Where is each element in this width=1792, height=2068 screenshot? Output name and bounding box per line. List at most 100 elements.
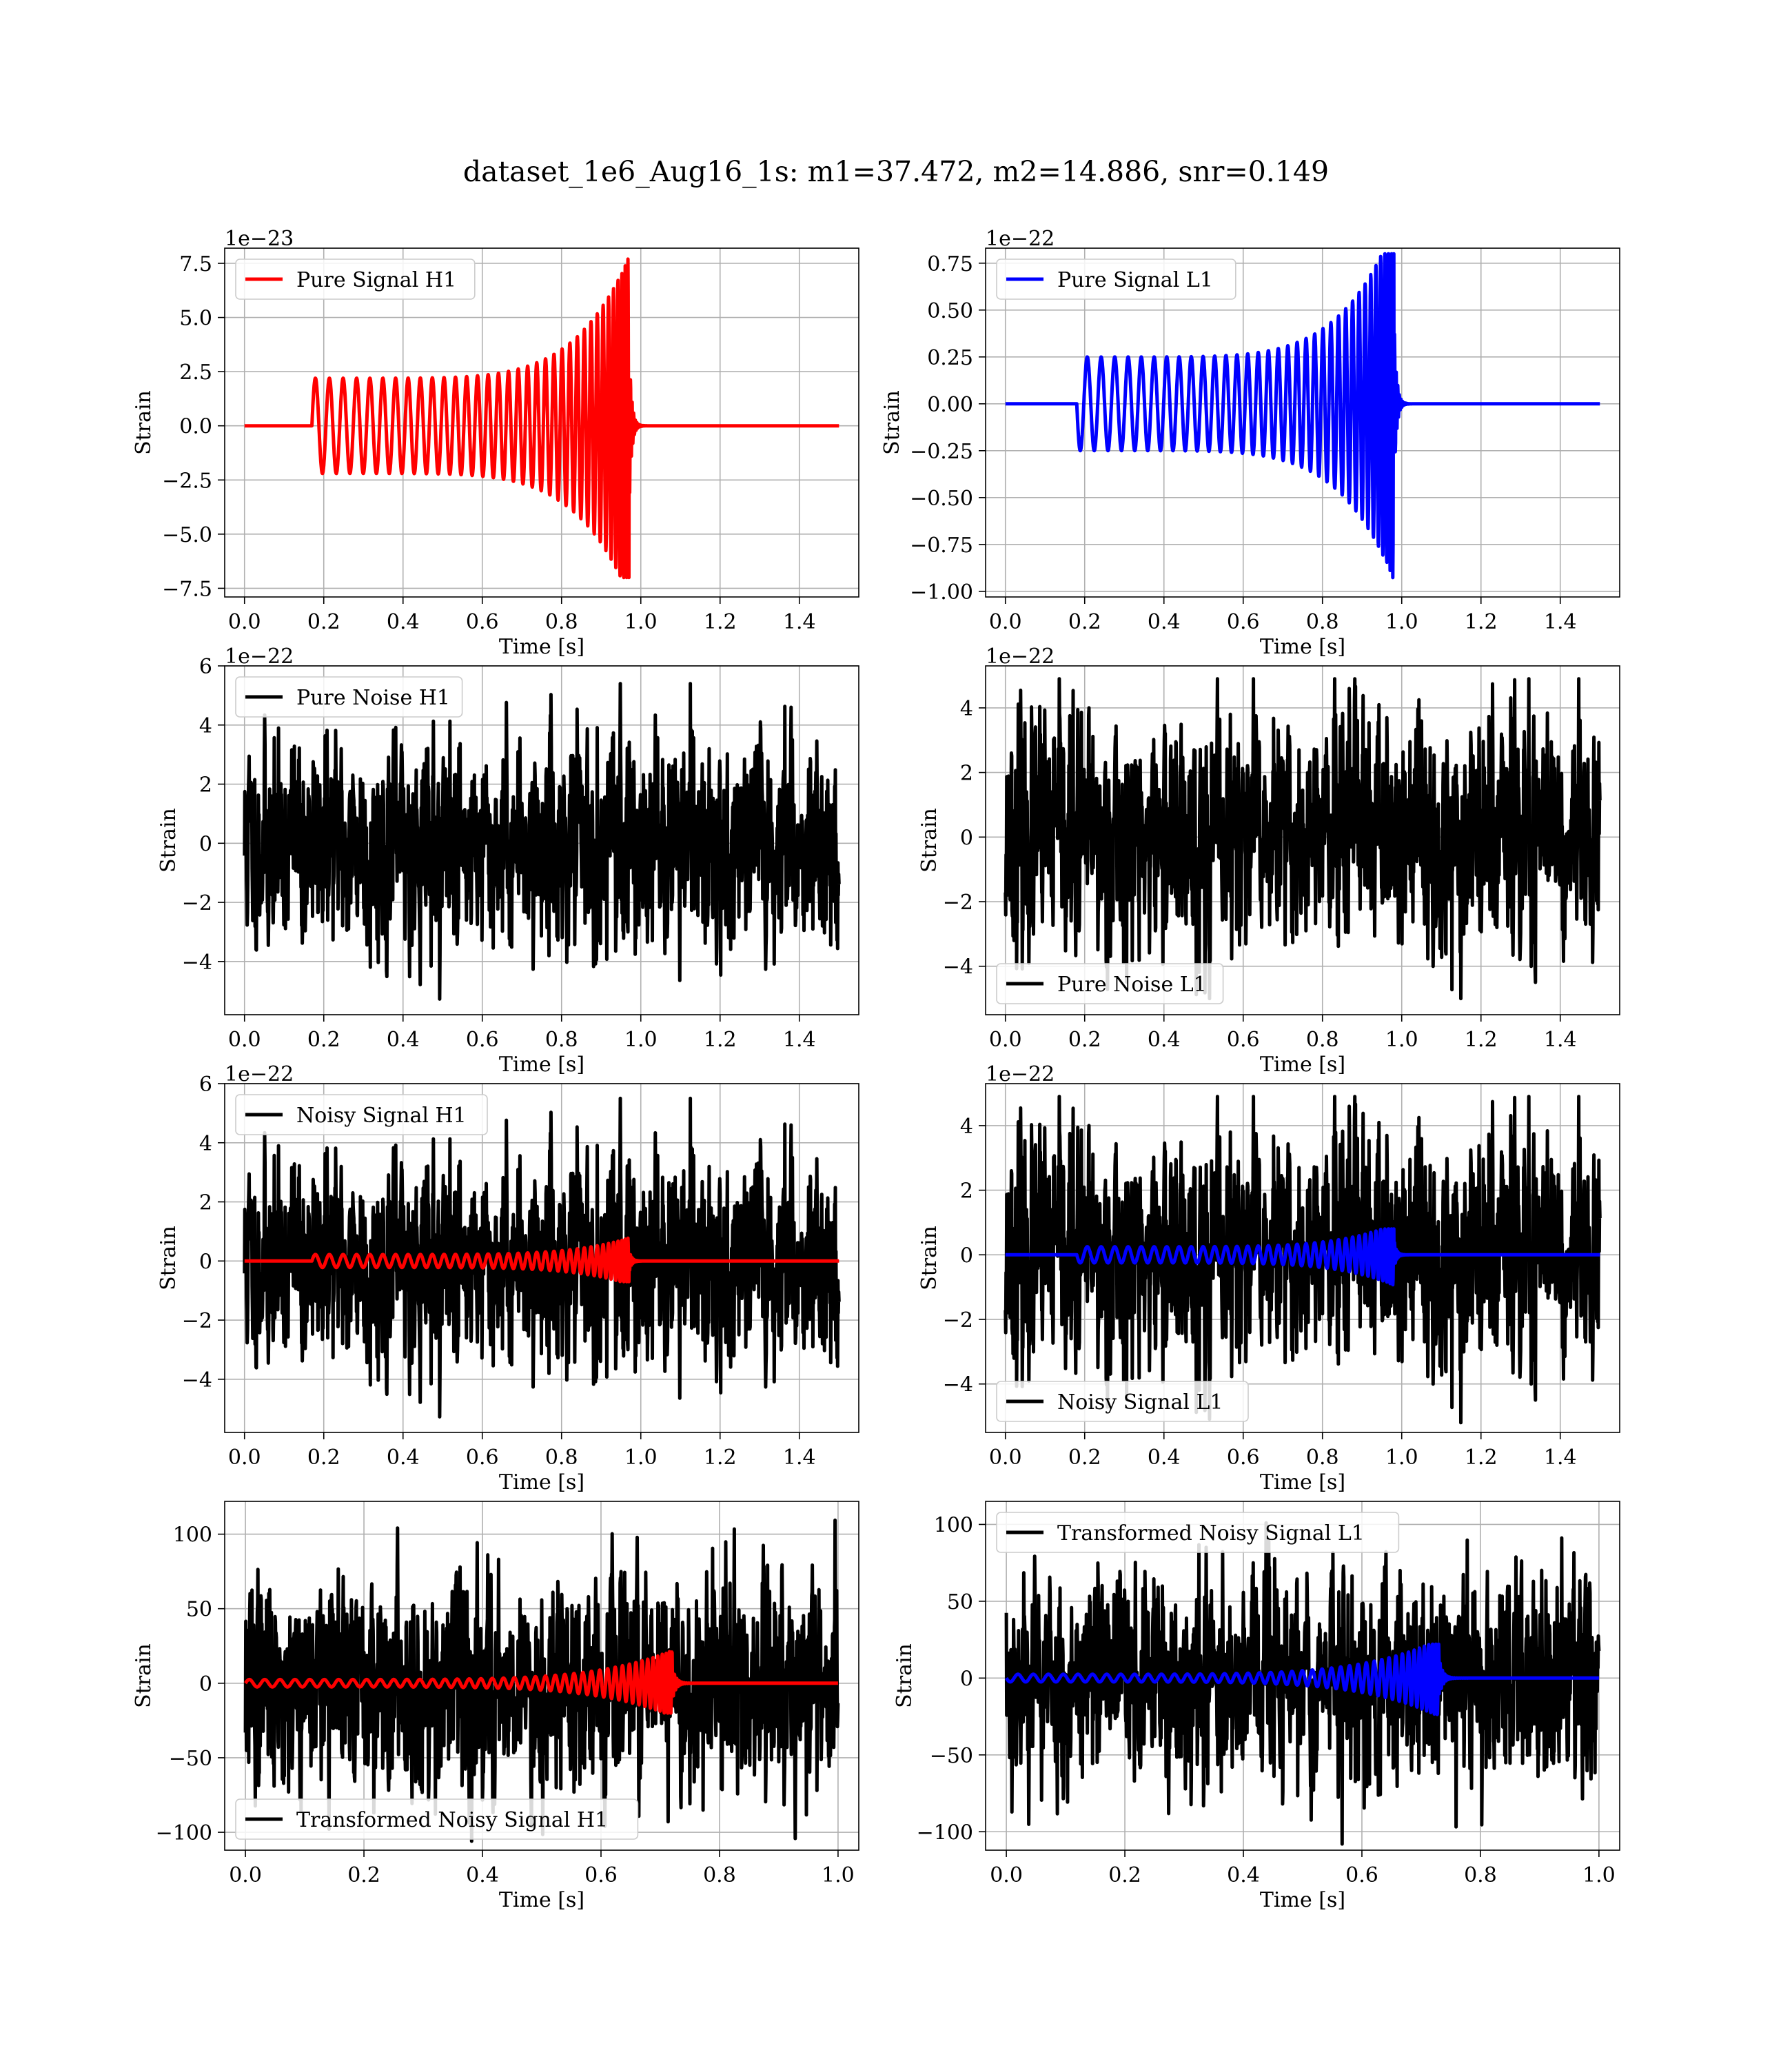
x-tick-label: 0.8: [545, 610, 578, 634]
x-tick-label: 1.4: [1544, 1028, 1577, 1052]
axes-frame: [985, 665, 1620, 1015]
y-axis-label: Strain: [132, 1643, 156, 1708]
x-tick-label: 1.0: [822, 1863, 855, 1887]
y-tick-label: 4: [199, 714, 212, 738]
x-tick-label: 1.2: [704, 610, 737, 634]
x-tick-label: 0.4: [466, 1863, 499, 1887]
subplot-pure-signal-l1: 0.0 0.2 0.4 0.6 0.8 1.0 1.2 1.4 −1.00 −0.75 −0.50 −…: [880, 227, 1620, 659]
series-line: [243, 682, 841, 1001]
x-tick-label: 0.2: [1068, 1446, 1101, 1470]
y-tick-label: 2: [199, 773, 212, 798]
y-tick-label: −0.50: [910, 487, 973, 511]
y-tick-label: 50: [186, 1598, 212, 1622]
y-tick-label: −2: [182, 1309, 212, 1333]
y-tick-label: 2: [960, 1179, 973, 1204]
x-axis-label: Time [s]: [1260, 1470, 1345, 1494]
x-tick-label: 1.2: [704, 1028, 737, 1052]
subplot-transformed-noisy-signal-h1: 0.0 0.2 0.4 0.6 0.8 1.0 −100 −50 0 50 100 Time [s] S…: [132, 1501, 859, 1912]
x-tick-label: 0.0: [989, 610, 1022, 634]
series-line: [1005, 1642, 1600, 1716]
y-tick-label: 5.0: [179, 307, 212, 331]
axes-frame: [224, 1083, 859, 1433]
legend-label: Noisy Signal H1: [296, 1104, 467, 1128]
axes-frame: [224, 247, 859, 598]
x-tick-label: 0.6: [584, 1863, 618, 1887]
y-tick-label: 6: [199, 1073, 212, 1097]
x-tick-label: 0.8: [1464, 1863, 1497, 1887]
y-tick-label: 100: [934, 1513, 973, 1537]
y-tick-label: −4: [182, 1368, 212, 1392]
x-tick-label: 0.4: [1227, 1863, 1260, 1887]
axes-frame: [985, 247, 1620, 598]
legend-label: Pure Signal L1: [1057, 268, 1213, 292]
x-tick-label: 0.8: [703, 1863, 736, 1887]
x-tick-label: 1.0: [1385, 1446, 1418, 1470]
y-tick-label: 100: [173, 1523, 212, 1548]
y-tick-label: 0.25: [927, 346, 973, 370]
figure-suptitle: dataset_1e6_Aug16_1s: m1=37.472, m2=14.8…: [462, 155, 1330, 188]
y-tick-label: −0.75: [910, 534, 973, 558]
y-tick-label: −2.5: [162, 469, 212, 493]
legend: Noisy Signal H1: [235, 1094, 488, 1135]
x-tick-label: 1.2: [1465, 1028, 1498, 1052]
axis-offset-text: 1e−22: [225, 1062, 294, 1086]
y-tick-label: −4: [943, 955, 973, 980]
y-tick-label: 0: [199, 832, 212, 856]
y-tick-label: −2: [182, 891, 212, 915]
x-tick-label: 0.0: [990, 1863, 1023, 1887]
y-tick-label: −4: [182, 951, 212, 975]
x-tick-label: 0.6: [466, 1028, 499, 1052]
y-tick-label: 4: [960, 1115, 973, 1139]
legend-box: [996, 1512, 1400, 1553]
x-tick-label: 0.4: [1148, 610, 1181, 634]
x-tick-label: 0.0: [228, 610, 261, 634]
y-axis-label: Strain: [893, 1643, 917, 1708]
subplot-pure-noise-h1: 0.0 0.2 0.4 0.6 0.8 1.0 1.2 1.4 −4 −2 0 2 4 6 Time [s]…: [156, 645, 859, 1077]
x-tick-label: 0.2: [1108, 1863, 1141, 1887]
series-line: [1004, 1521, 1601, 1846]
series-line: [1004, 1095, 1602, 1425]
axes-frame: [985, 1083, 1620, 1433]
x-tick-label: 0.0: [228, 1028, 261, 1052]
series-line: [244, 1650, 839, 1715]
y-tick-label: 0: [960, 826, 973, 850]
axis-offset-text: 1e−22: [986, 645, 1055, 669]
x-tick-label: 0.2: [1068, 1028, 1101, 1052]
x-tick-label: 0.2: [307, 1028, 340, 1052]
legend: Pure Signal L1: [996, 258, 1236, 300]
x-axis-label: Time [s]: [499, 1888, 584, 1912]
y-tick-label: −1.00: [910, 580, 973, 605]
x-axis-label: Time [s]: [499, 1053, 584, 1077]
legend: Pure Noise L1: [996, 963, 1224, 1004]
x-tick-label: 0.4: [387, 1446, 420, 1470]
x-axis-label: Time [s]: [1260, 1888, 1345, 1912]
x-tick-label: 0.8: [1306, 610, 1339, 634]
axis-offset-text: 1e−22: [986, 227, 1055, 251]
y-tick-label: −100: [917, 1821, 973, 1845]
axes-frame: [224, 665, 859, 1015]
axis-offset-text: 1e−23: [225, 227, 294, 251]
legend: Transformed Noisy Signal L1: [996, 1512, 1400, 1553]
subplot-pure-signal-h1: 0.0 0.2 0.4 0.6 0.8 1.0 1.2 1.4 −7.5 −5.0 −2.5 0.0 2…: [132, 227, 859, 659]
axis-offset-text: 1e−22: [225, 645, 294, 669]
legend-box: [235, 1094, 488, 1135]
legend-box: [996, 258, 1236, 300]
subplot-noisy-signal-l1: 0.0 0.2 0.4 0.6 0.8 1.0 1.2 1.4 −4 −2 0 2 4 Time [s] S…: [917, 1062, 1620, 1494]
x-tick-label: 0.4: [1148, 1028, 1181, 1052]
x-tick-label: 1.0: [1582, 1863, 1616, 1887]
x-tick-label: 0.6: [1227, 1028, 1260, 1052]
series-line: [1004, 1227, 1602, 1287]
x-tick-label: 0.6: [1227, 1446, 1260, 1470]
y-tick-label: 0.50: [927, 299, 973, 323]
x-axis-label: Time [s]: [1260, 635, 1345, 659]
y-tick-label: 0.75: [927, 252, 973, 276]
x-tick-label: 0.6: [1345, 1863, 1378, 1887]
series-line: [243, 1518, 840, 1843]
y-tick-label: 0: [960, 1667, 973, 1691]
y-tick-label: −50: [930, 1744, 973, 1768]
legend: Pure Noise H1: [235, 676, 463, 718]
x-tick-label: 1.4: [783, 1028, 816, 1052]
x-tick-label: 0.2: [307, 610, 340, 634]
x-axis-label: Time [s]: [1260, 1053, 1345, 1077]
y-tick-label: 6: [199, 655, 212, 679]
